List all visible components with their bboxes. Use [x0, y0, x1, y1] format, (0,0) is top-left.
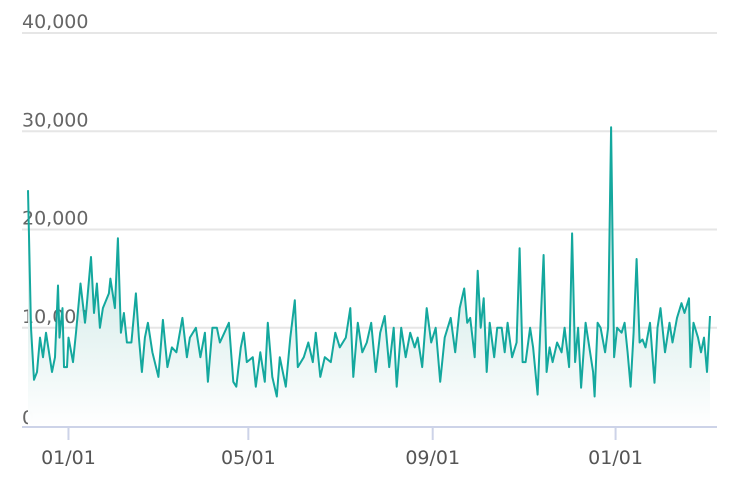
x-tick-label: 01/01 [41, 447, 96, 469]
x-tick-label: 01/01 [588, 447, 643, 469]
x-axis: 01/01 05/01 09/01 01/01 [22, 426, 717, 469]
series-line [27, 126, 711, 398]
y-tick-label: 30,000 [22, 109, 88, 131]
y-tick-label: 10,000 [22, 306, 88, 328]
y-tick-label: 40,000 [22, 11, 88, 33]
x-tick-label: 09/01 [405, 447, 460, 469]
x-tick-label: 05/01 [221, 447, 276, 469]
y-tick-label: 20,000 [22, 208, 88, 230]
series-area [28, 127, 710, 427]
